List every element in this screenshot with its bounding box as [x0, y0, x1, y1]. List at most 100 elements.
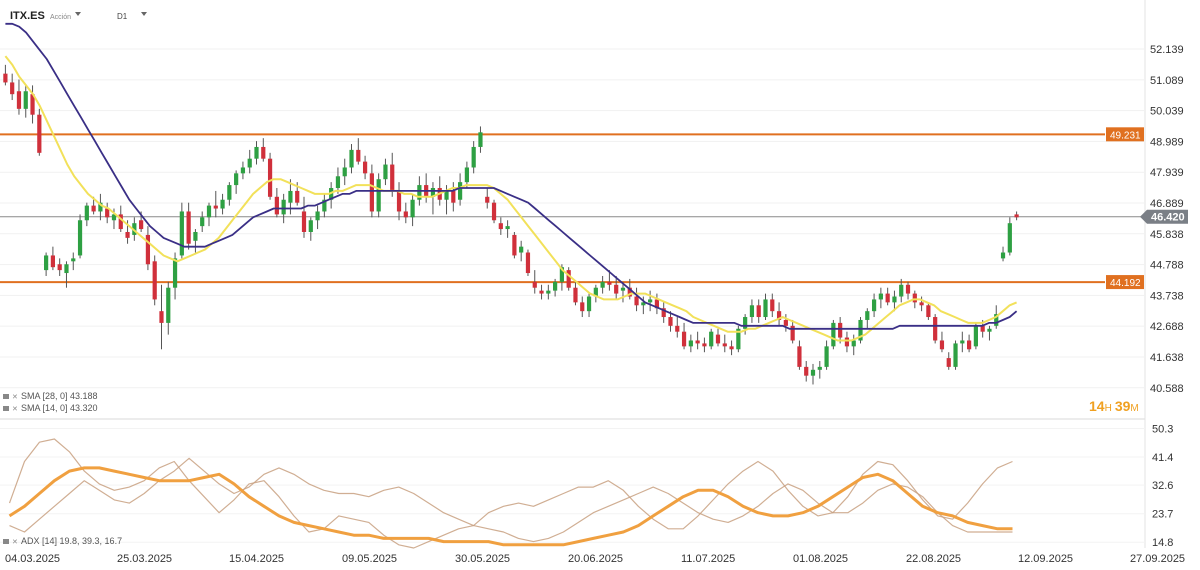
time-tick-label: 12.09.2025: [1018, 553, 1073, 565]
candle-body: [444, 190, 449, 200]
candle-body: [430, 188, 436, 197]
close-icon[interactable]: ✕: [12, 406, 18, 413]
price-tick-label: 46.889: [1150, 198, 1184, 210]
candle-body: [1000, 252, 1006, 259]
candle-body: [478, 132, 483, 147]
candle-body: [166, 287, 171, 323]
time-tick-label: 27.09.2025: [1130, 553, 1185, 565]
candle-body: [858, 319, 863, 341]
candle-body: [105, 208, 110, 218]
symbol-dropdown-icon[interactable]: [75, 12, 81, 16]
candle-body: [451, 190, 456, 203]
candle-body: [634, 296, 639, 306]
indicator-tick-label: 41.4: [1152, 452, 1173, 464]
time-tick-label: 30.05.2025: [455, 553, 510, 565]
candle-body: [44, 255, 49, 271]
candle-body: [145, 234, 151, 265]
adx-indicator: [0, 427, 1145, 549]
candle-body: [464, 167, 469, 183]
candle-body: [804, 366, 809, 376]
candle-body: [973, 325, 978, 347]
candle-body: [532, 281, 537, 288]
candle-body: [586, 296, 592, 312]
candle-body: [403, 211, 408, 218]
candle-body: [695, 340, 700, 344]
candle-body: [342, 167, 347, 177]
candle-body: [1014, 214, 1019, 218]
candle-body: [865, 311, 870, 320]
candle-body: [288, 190, 293, 203]
indicator-line-plusdi: [8, 438, 1013, 549]
close-icon[interactable]: ✕: [12, 539, 18, 546]
candle-body: [838, 322, 843, 338]
candle-body: [994, 314, 999, 326]
candle-body: [362, 161, 368, 174]
price-tick-label: 47.939: [1150, 167, 1184, 179]
legend-adx[interactable]: ✕ ADX [14] 19.8, 39.3, 16.7: [3, 536, 122, 546]
candle-body: [525, 252, 531, 274]
settings-icon[interactable]: [3, 394, 9, 399]
level-tag: [1106, 127, 1144, 142]
candle-body: [383, 164, 388, 180]
legend-sma28[interactable]: ✕ SMA [28, 0] 43.188: [3, 391, 98, 401]
sma28-line: [5, 22, 1018, 330]
candle-body: [668, 317, 673, 326]
timeframe-label[interactable]: D1: [117, 12, 128, 21]
candle-body: [125, 231, 130, 238]
countdown-hour-unit: H: [1105, 403, 1112, 414]
legend-sma14[interactable]: ✕ SMA [14, 0] 43.320: [3, 403, 98, 413]
candle-body: [23, 91, 28, 109]
indicator-line-adx: [8, 466, 1013, 547]
candle-body: [566, 270, 571, 288]
candle-body: [729, 346, 734, 350]
candlestick-series: [3, 64, 1019, 385]
candle-body: [749, 305, 755, 318]
close-icon[interactable]: ✕: [12, 394, 18, 401]
candle-body: [661, 308, 666, 318]
candle-body: [152, 261, 157, 300]
candle-body: [471, 146, 476, 168]
indicator-tick-label: 23.7: [1152, 509, 1173, 521]
candle-body: [675, 325, 680, 332]
candle-body: [322, 199, 327, 212]
candle-body: [743, 317, 748, 329]
candle-body: [172, 258, 178, 288]
candle-body: [111, 214, 117, 221]
candle-body: [546, 290, 551, 294]
candle-body: [654, 299, 660, 309]
candle-body: [37, 114, 42, 153]
candle-body: [980, 325, 985, 332]
candle-body: [30, 94, 35, 115]
candle-body: [505, 226, 510, 230]
moving-averages: [4, 22, 1018, 342]
settings-icon[interactable]: [3, 406, 9, 411]
price-tick-label: 48.989: [1150, 136, 1184, 148]
candle-body: [308, 220, 313, 232]
level-label: 49.231: [1110, 130, 1141, 141]
candle-body: [851, 340, 856, 347]
candle-body: [702, 343, 707, 347]
candle-body: [84, 205, 89, 221]
candle-body: [681, 331, 687, 347]
symbol-label[interactable]: ITX.ES: [10, 10, 45, 22]
indicator-tick-label: 14.8: [1152, 537, 1173, 549]
candle-body: [193, 231, 198, 241]
candle-body: [281, 199, 286, 215]
indicator-axis: 50.3 41.4 32.6 23.7 14.8: [1152, 423, 1173, 549]
candle-body: [871, 299, 877, 312]
settings-icon[interactable]: [3, 539, 9, 544]
candle-body: [220, 199, 225, 209]
candle-body: [98, 202, 103, 212]
candle-body: [57, 264, 62, 271]
candle-body: [763, 299, 768, 318]
price-tick-label: 44.788: [1150, 260, 1184, 272]
time-axis: 04.03.2025 25.03.2025 15.04.2025 09.05.2025…: [5, 553, 1185, 565]
candle-body: [295, 190, 300, 203]
time-tick-label: 04.03.2025: [5, 553, 60, 565]
candle-body: [715, 334, 721, 344]
candle-body: [553, 281, 558, 291]
timeframe-dropdown-icon[interactable]: [141, 12, 147, 16]
candle-body: [905, 284, 911, 294]
candle-body: [274, 196, 279, 215]
